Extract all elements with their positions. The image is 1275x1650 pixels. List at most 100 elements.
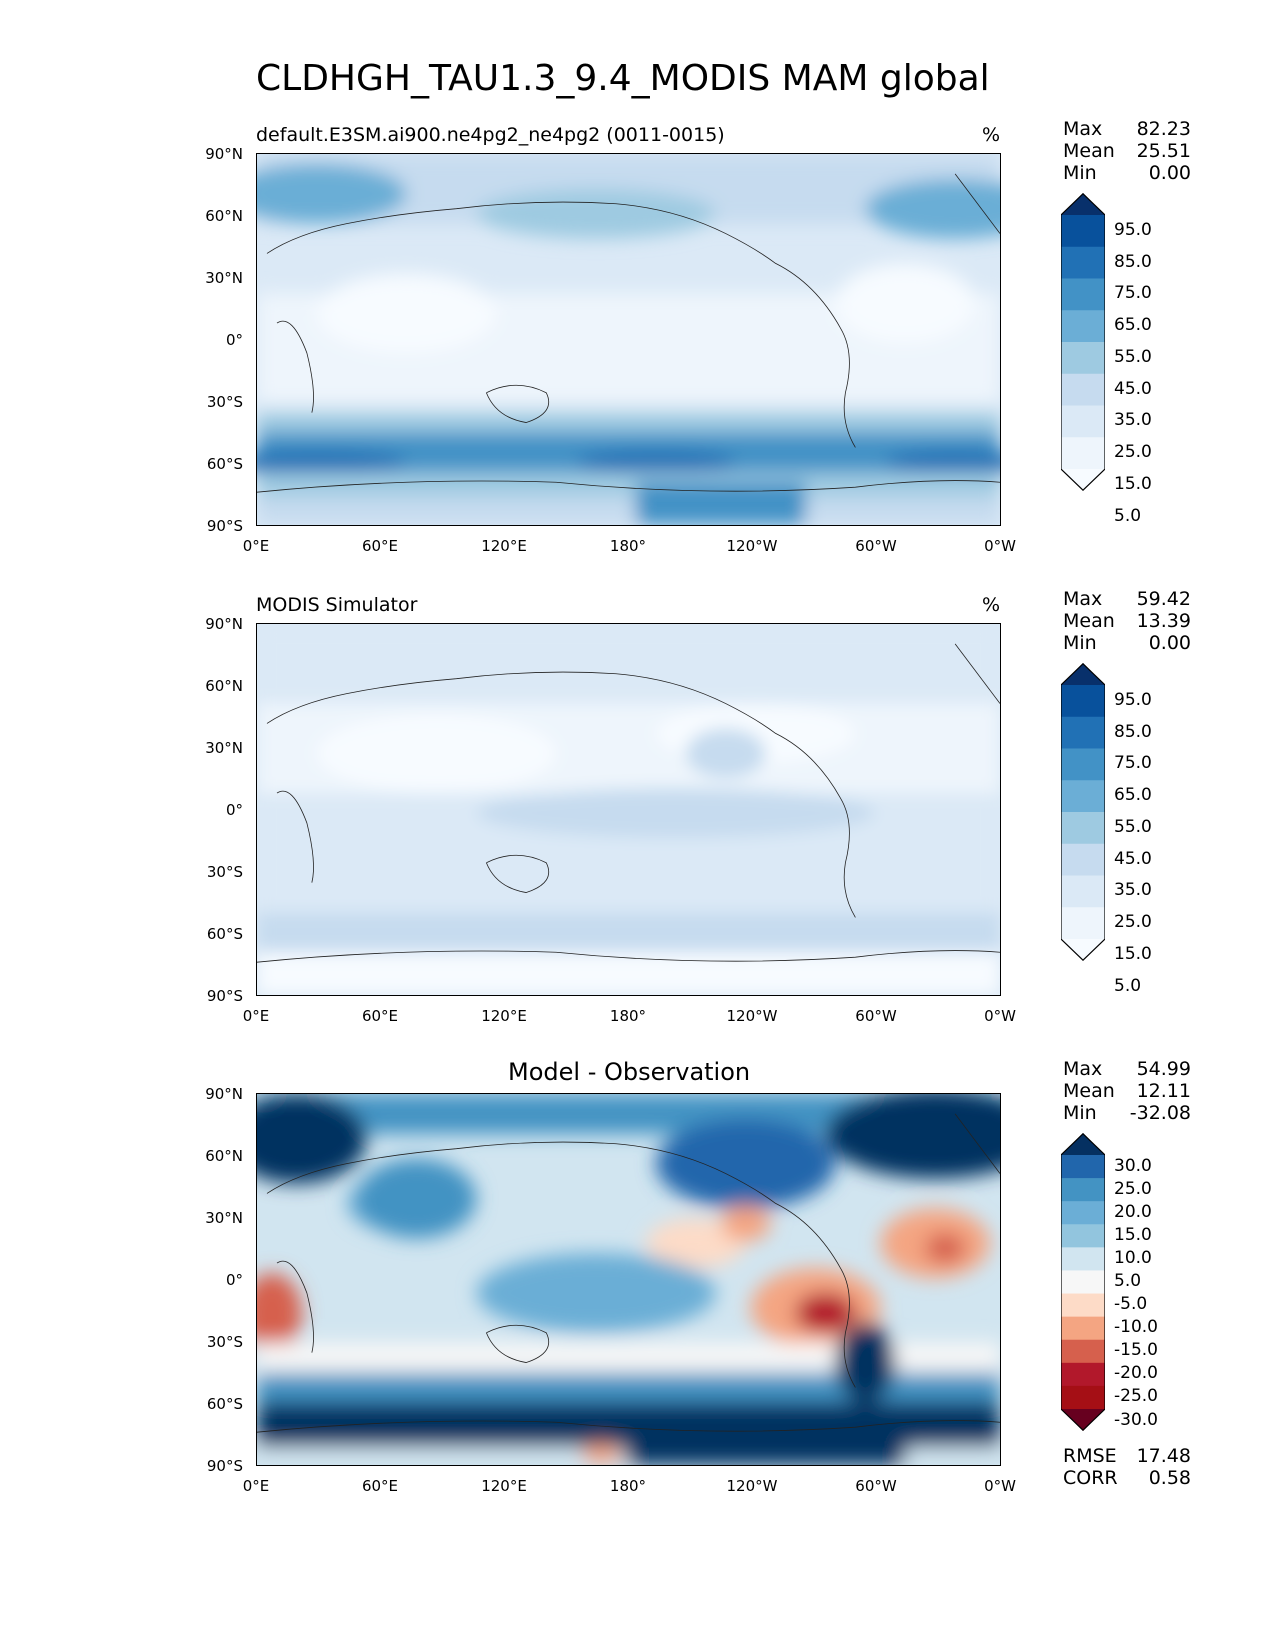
lon-label: 60°W <box>855 1477 897 1495</box>
colorbar-segment <box>1061 812 1105 845</box>
lat-label: 60°N <box>205 677 243 695</box>
colorbar-tick-label: 55.0 <box>1114 816 1152 837</box>
diff-stats: Max 54.99 Mean 12.11 Min -32.08 <box>1063 1058 1191 1124</box>
stat-value: 0.00 <box>1148 162 1191 184</box>
metric-value: 0.58 <box>1148 1467 1191 1489</box>
colorbar-tick-label: 5.0 <box>1114 505 1142 526</box>
colorbar-segment <box>1061 1133 1105 1155</box>
stat-label: Mean <box>1063 140 1115 162</box>
lon-label: 60°E <box>361 1477 399 1495</box>
stat-label: Min <box>1063 1102 1097 1124</box>
lat-label: 30°S <box>206 393 243 411</box>
lat-label: 0° <box>225 331 243 349</box>
colorbar-tick-label: 75.0 <box>1114 283 1152 304</box>
metric-label: RMSE <box>1063 1445 1117 1467</box>
colorbar-segment <box>1061 437 1105 470</box>
colorbar-tick-label: 30.0 <box>1114 1155 1152 1176</box>
colorbar-segment <box>1061 685 1105 718</box>
figure-title: CLDHGH_TAU1.3_9.4_MODIS MAM global <box>256 58 990 99</box>
colorbar-tick-label: 95.0 <box>1114 689 1152 710</box>
stat-label: Max <box>1063 1058 1103 1080</box>
colorbar-tick-label: -15.0 <box>1114 1340 1158 1361</box>
colorbar-segment <box>1061 1247 1105 1271</box>
diff-metrics: RMSE 17.48 CORR 0.58 <box>1063 1445 1191 1489</box>
colorbar-segment <box>1061 780 1105 813</box>
colorbar-tick-label: -20.0 <box>1114 1363 1158 1384</box>
lon-label: 180° <box>609 1477 647 1495</box>
colorbar-tick-label: -25.0 <box>1114 1386 1158 1407</box>
colorbar-tick-label: 85.0 <box>1114 251 1152 272</box>
lon-label: 120°W <box>726 1477 778 1495</box>
lon-label: 60°E <box>361 1007 399 1025</box>
colorbar-segment <box>1061 342 1105 375</box>
colorbar-tick-label: 25.0 <box>1114 1178 1152 1199</box>
lat-label: 0° <box>225 801 243 819</box>
colorbar-tick-label: 45.0 <box>1114 378 1152 399</box>
colorbar-tick-label: 15.0 <box>1114 1224 1152 1245</box>
lon-label: 0°E <box>242 1007 270 1025</box>
colorbar-tick-label: -5.0 <box>1114 1294 1148 1315</box>
lat-label: 90°S <box>206 517 243 535</box>
lon-label: 0°E <box>242 1477 270 1495</box>
stat-value: 25.51 <box>1136 140 1191 162</box>
colorbar-segment <box>1061 246 1105 279</box>
colorbar-segment <box>1061 405 1105 438</box>
colorbar-segment <box>1061 939 1105 961</box>
lat-label: 60°S <box>206 925 243 943</box>
stat-value: -32.08 <box>1129 1102 1191 1124</box>
colorbar-tick-label: 25.0 <box>1114 442 1152 463</box>
metric-label: CORR <box>1063 1467 1118 1489</box>
model-colorbar <box>1060 192 1106 492</box>
lat-label: 60°S <box>206 455 243 473</box>
colorbar-tick-label: 15.0 <box>1114 473 1152 494</box>
colorbar-tick-label: 45.0 <box>1114 848 1152 869</box>
colorbar-tick-label: 10.0 <box>1114 1247 1152 1268</box>
obs-colorbar <box>1060 662 1106 962</box>
colorbar-segment <box>1061 1155 1105 1179</box>
lat-label: 90°N <box>205 1085 243 1103</box>
colorbar-tick-label: 25.0 <box>1114 912 1152 933</box>
colorbar-segment <box>1061 215 1105 248</box>
stat-value: 12.11 <box>1136 1080 1191 1102</box>
lat-label: 90°N <box>205 145 243 163</box>
model-stats: Max 82.23 Mean 25.51 Min 0.00 <box>1063 118 1191 184</box>
colorbar-segment <box>1061 1409 1105 1431</box>
colorbar-segment <box>1061 1293 1105 1318</box>
colorbar-segment <box>1061 469 1105 491</box>
stat-value: 13.39 <box>1136 610 1191 632</box>
lon-label: 180° <box>609 1007 647 1025</box>
colorbar-segment <box>1061 373 1105 406</box>
lat-label: 30°N <box>205 1209 243 1227</box>
obs-stats: Max 59.42 Mean 13.39 Min 0.00 <box>1063 588 1191 654</box>
lon-label: 0°W <box>984 537 1016 555</box>
colorbar-segment <box>1061 278 1105 311</box>
colorbar-tick-label: 85.0 <box>1114 721 1152 742</box>
colorbar-tick-label: 5.0 <box>1114 1271 1142 1291</box>
lon-label: 60°W <box>855 1007 897 1025</box>
colorbar-tick-label: -10.0 <box>1114 1317 1158 1338</box>
colorbar-segment <box>1061 1178 1105 1202</box>
lon-label: 0°E <box>242 537 270 555</box>
lat-label: 60°N <box>205 1147 243 1165</box>
colorbar-tick-label: 95.0 <box>1114 219 1152 240</box>
obs-units: % <box>982 594 1001 616</box>
colorbar-segment <box>1061 748 1105 781</box>
lon-label: 120°W <box>726 537 778 555</box>
model-panel-title: default.E3SM.ai900.ne4pg2_ne4pg2 (0011-0… <box>256 124 725 146</box>
colorbar-tick-label: 55.0 <box>1114 346 1152 367</box>
stat-label: Min <box>1063 632 1097 654</box>
lat-label: 90°N <box>205 615 243 633</box>
lon-label: 0°W <box>984 1007 1016 1025</box>
lon-label: 0°W <box>984 1477 1016 1495</box>
colorbar-segment <box>1061 1362 1105 1387</box>
colorbar-segment <box>1061 1339 1105 1364</box>
lon-label: 120°W <box>726 1007 778 1025</box>
obs-map <box>256 623 1001 996</box>
colorbar-segment <box>1061 663 1105 685</box>
lon-label: 120°E <box>481 537 527 555</box>
diff-panel-title: Model - Observation <box>508 1058 751 1086</box>
colorbar-segment <box>1061 1385 1105 1410</box>
lon-label: 60°W <box>855 537 897 555</box>
lat-label: 90°S <box>206 1457 243 1475</box>
stat-label: Mean <box>1063 1080 1115 1102</box>
